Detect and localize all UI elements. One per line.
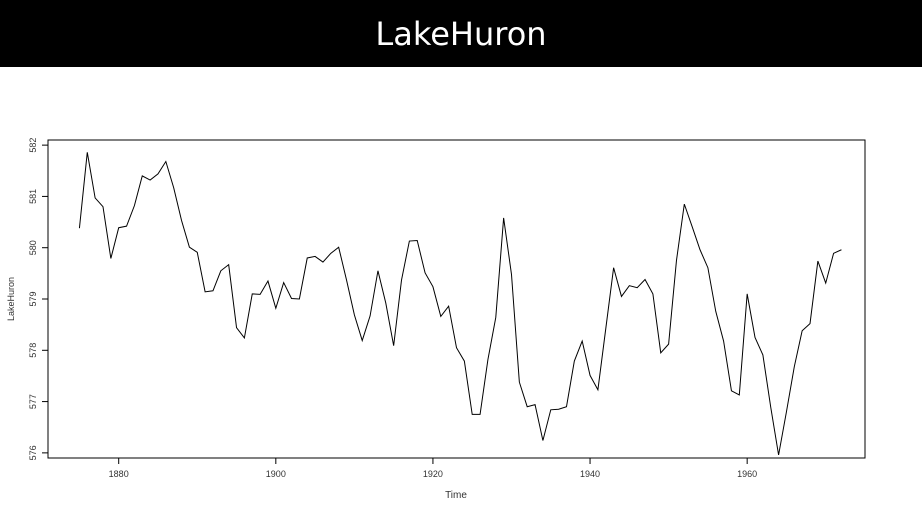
- title-bar: LakeHuron: [0, 0, 922, 67]
- x-tick-label: 1960: [737, 469, 757, 479]
- y-tick-label: 576: [28, 445, 38, 460]
- y-axis: 576 577 578 579 580 581 582: [28, 138, 48, 460]
- y-tick-label: 577: [28, 394, 38, 409]
- y-tick-label: 580: [28, 240, 38, 255]
- series-line-lakehuron: [78, 152, 842, 456]
- y-axis-label: LakeHuron: [6, 277, 16, 321]
- x-tick-label: 1920: [423, 469, 443, 479]
- time-series-chart: 1880 1900 1920 1940 1960 5765775785795805815…: [6, 138, 866, 501]
- x-tick-label: 1940: [580, 469, 600, 479]
- plot-frame: [47, 139, 866, 459]
- x-axis: 1880 1900 1920 1940 1960: [109, 458, 757, 479]
- x-tick-label: 1900: [266, 469, 286, 479]
- y-tick-label: 579: [28, 291, 38, 306]
- y-tick-label: 578: [28, 343, 38, 358]
- x-tick-label: 1880: [109, 469, 129, 479]
- y-tick-label: 581: [28, 189, 38, 204]
- page-title: LakeHuron: [375, 14, 547, 53]
- y-tick-label: 582: [28, 138, 38, 153]
- chart-area: 1880 1900 1920 1940 1960 576 577 578 579 580 581 5…: [0, 67, 922, 506]
- x-axis-label: Time: [445, 490, 467, 501]
